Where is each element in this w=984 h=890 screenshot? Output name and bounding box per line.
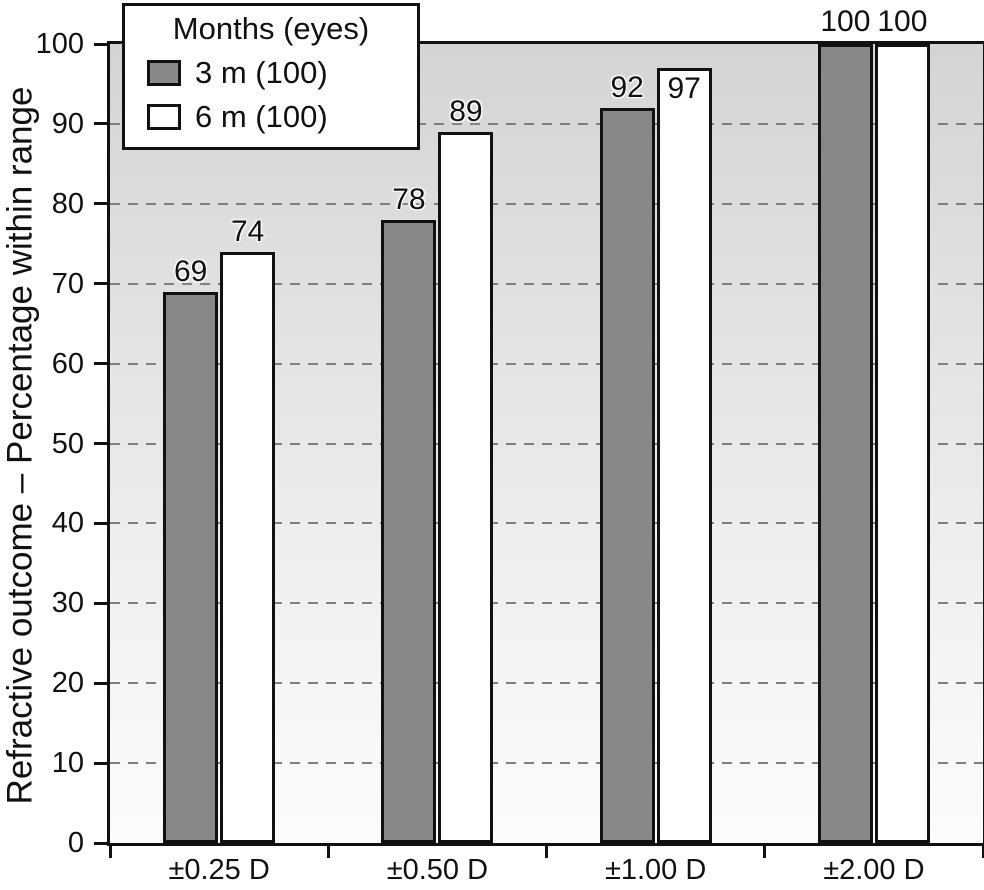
bar-6m-2 (656, 67, 712, 843)
legend-swatch-3m-icon (147, 60, 181, 86)
y-tick-label-0: 0 (67, 827, 84, 859)
x-category-label: ±2.00 D (823, 854, 925, 886)
value-label-6m-3: 100 (877, 5, 928, 38)
legend-label-6m: 6 m (100) (195, 99, 328, 134)
bar-6m-0 (220, 251, 276, 843)
gridline-layer (110, 44, 983, 843)
legend-row-6m: 6 m (100) (125, 100, 417, 134)
gridline-60 (110, 362, 983, 365)
value-label-6m-2: 97 (667, 71, 701, 105)
y-tick-40 (94, 521, 110, 525)
y-tick-label-70: 70 (51, 267, 84, 300)
bars-layer (110, 44, 983, 843)
x-tick-1 (326, 843, 330, 858)
y-tick-0 (94, 841, 110, 845)
y-tick-60 (94, 362, 110, 366)
legend-row-3m: 3 m (100) (125, 56, 417, 90)
y-tick-label-50: 50 (51, 427, 84, 460)
x-category-label: ±0.50 D (386, 854, 489, 886)
y-tick-label-90: 90 (51, 107, 84, 140)
y-tick-70 (94, 282, 110, 286)
y-tick-100 (94, 42, 110, 46)
y-tick-50 (94, 442, 110, 445)
x-category-label: ±1.00 D (604, 854, 707, 886)
bar-3m-3 (817, 44, 873, 843)
y-tick-label-100: 100 (35, 28, 84, 60)
legend-label-3m: 3 m (100) (195, 55, 328, 90)
y-tick-10 (94, 761, 110, 765)
y-tick-label-20: 20 (51, 667, 84, 700)
gridline-90 (110, 122, 983, 125)
x-tick-4 (981, 843, 984, 858)
value-label-3m-2: 92 (610, 70, 644, 104)
x-tick-3 (763, 843, 767, 858)
legend-title: Months (eyes) (172, 11, 370, 46)
value-label-3m-1: 78 (392, 182, 426, 216)
y-tick-label-80: 80 (51, 187, 84, 220)
x-category-label: ±0.25 D (168, 854, 270, 886)
value-label-6m-0: 74 (230, 214, 265, 248)
legend-swatch-6m-icon (147, 104, 181, 130)
y-tick-80 (94, 202, 110, 206)
y-tick-label-30: 30 (51, 587, 84, 620)
y-tick-label-10: 10 (51, 747, 84, 780)
x-tick-0 (108, 843, 112, 858)
y-tick-label-40: 40 (51, 507, 84, 540)
value-label-3m-3: 100 (820, 5, 871, 38)
y-tick-label-60: 60 (51, 347, 84, 380)
bar-3m-2 (599, 107, 655, 843)
legend: Months (eyes) 3 m (100) 6 m (100) (122, 3, 420, 150)
y-tick-90 (94, 122, 110, 126)
value-label-6m-1: 89 (449, 94, 483, 128)
bar-3m-0 (163, 291, 219, 843)
bar-6m-3 (874, 44, 930, 843)
gridline-40 (110, 522, 983, 525)
gridline-30 (110, 602, 983, 605)
gridline-10 (110, 762, 983, 765)
y-tick-20 (94, 681, 110, 685)
gridline-80 (110, 202, 983, 205)
value-label-3m-0: 69 (173, 254, 208, 288)
bar-3m-1 (381, 219, 437, 843)
gridline-50 (110, 442, 983, 445)
gridline-70 (110, 282, 983, 285)
bar-6m-1 (438, 131, 494, 843)
y-tick-30 (94, 601, 110, 605)
x-tick-2 (545, 843, 548, 858)
gridline-20 (110, 682, 983, 685)
